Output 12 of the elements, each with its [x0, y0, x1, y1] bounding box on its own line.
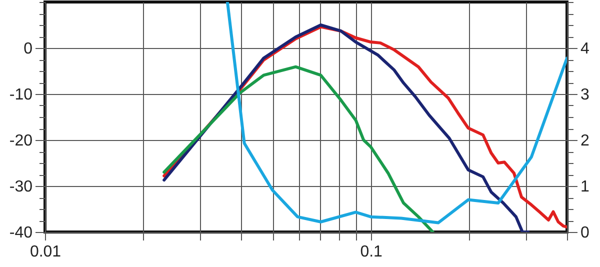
y-tick-label: -40	[9, 224, 33, 242]
y-tick-label: -10	[9, 86, 33, 104]
x-tick-label: 0.1	[360, 244, 383, 260]
y2-tick-label: 4	[580, 40, 590, 58]
x-tick-label: 0.01	[30, 244, 62, 260]
y-tick-label: -30	[9, 178, 33, 196]
y2-tick-label: 0	[580, 224, 590, 242]
y2-tick-label: 2	[580, 132, 590, 150]
y-tick-label: 0	[24, 40, 33, 58]
y2-tick-label: 3	[580, 86, 590, 104]
y2-tick-label: 1	[580, 178, 590, 196]
y-tick-label: -20	[9, 132, 33, 150]
